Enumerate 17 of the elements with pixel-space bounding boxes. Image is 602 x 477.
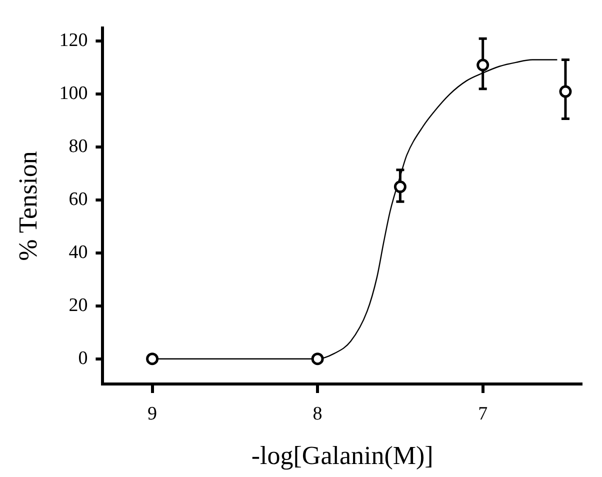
x-tick-label: 8 <box>312 403 322 424</box>
y-tick-label: 60 <box>68 189 88 210</box>
x-tick-label: 9 <box>148 403 158 424</box>
y-tick-label: 100 <box>59 83 88 104</box>
y-tick-label: 120 <box>59 30 88 52</box>
point <box>146 352 159 366</box>
x-tick-label: 7 <box>478 403 488 424</box>
y-tick-label: 20 <box>68 294 88 316</box>
point <box>311 352 324 366</box>
y-axis-title: % Tension <box>13 151 42 261</box>
point <box>559 85 572 98</box>
y-tick-label: 80 <box>68 136 88 158</box>
y-tick-label: 0 <box>78 348 88 369</box>
x-axis-title: -log[Galanin(M)] <box>251 441 434 470</box>
point <box>476 58 490 72</box>
y-tick-label: 40 <box>68 242 88 263</box>
point <box>394 180 406 194</box>
